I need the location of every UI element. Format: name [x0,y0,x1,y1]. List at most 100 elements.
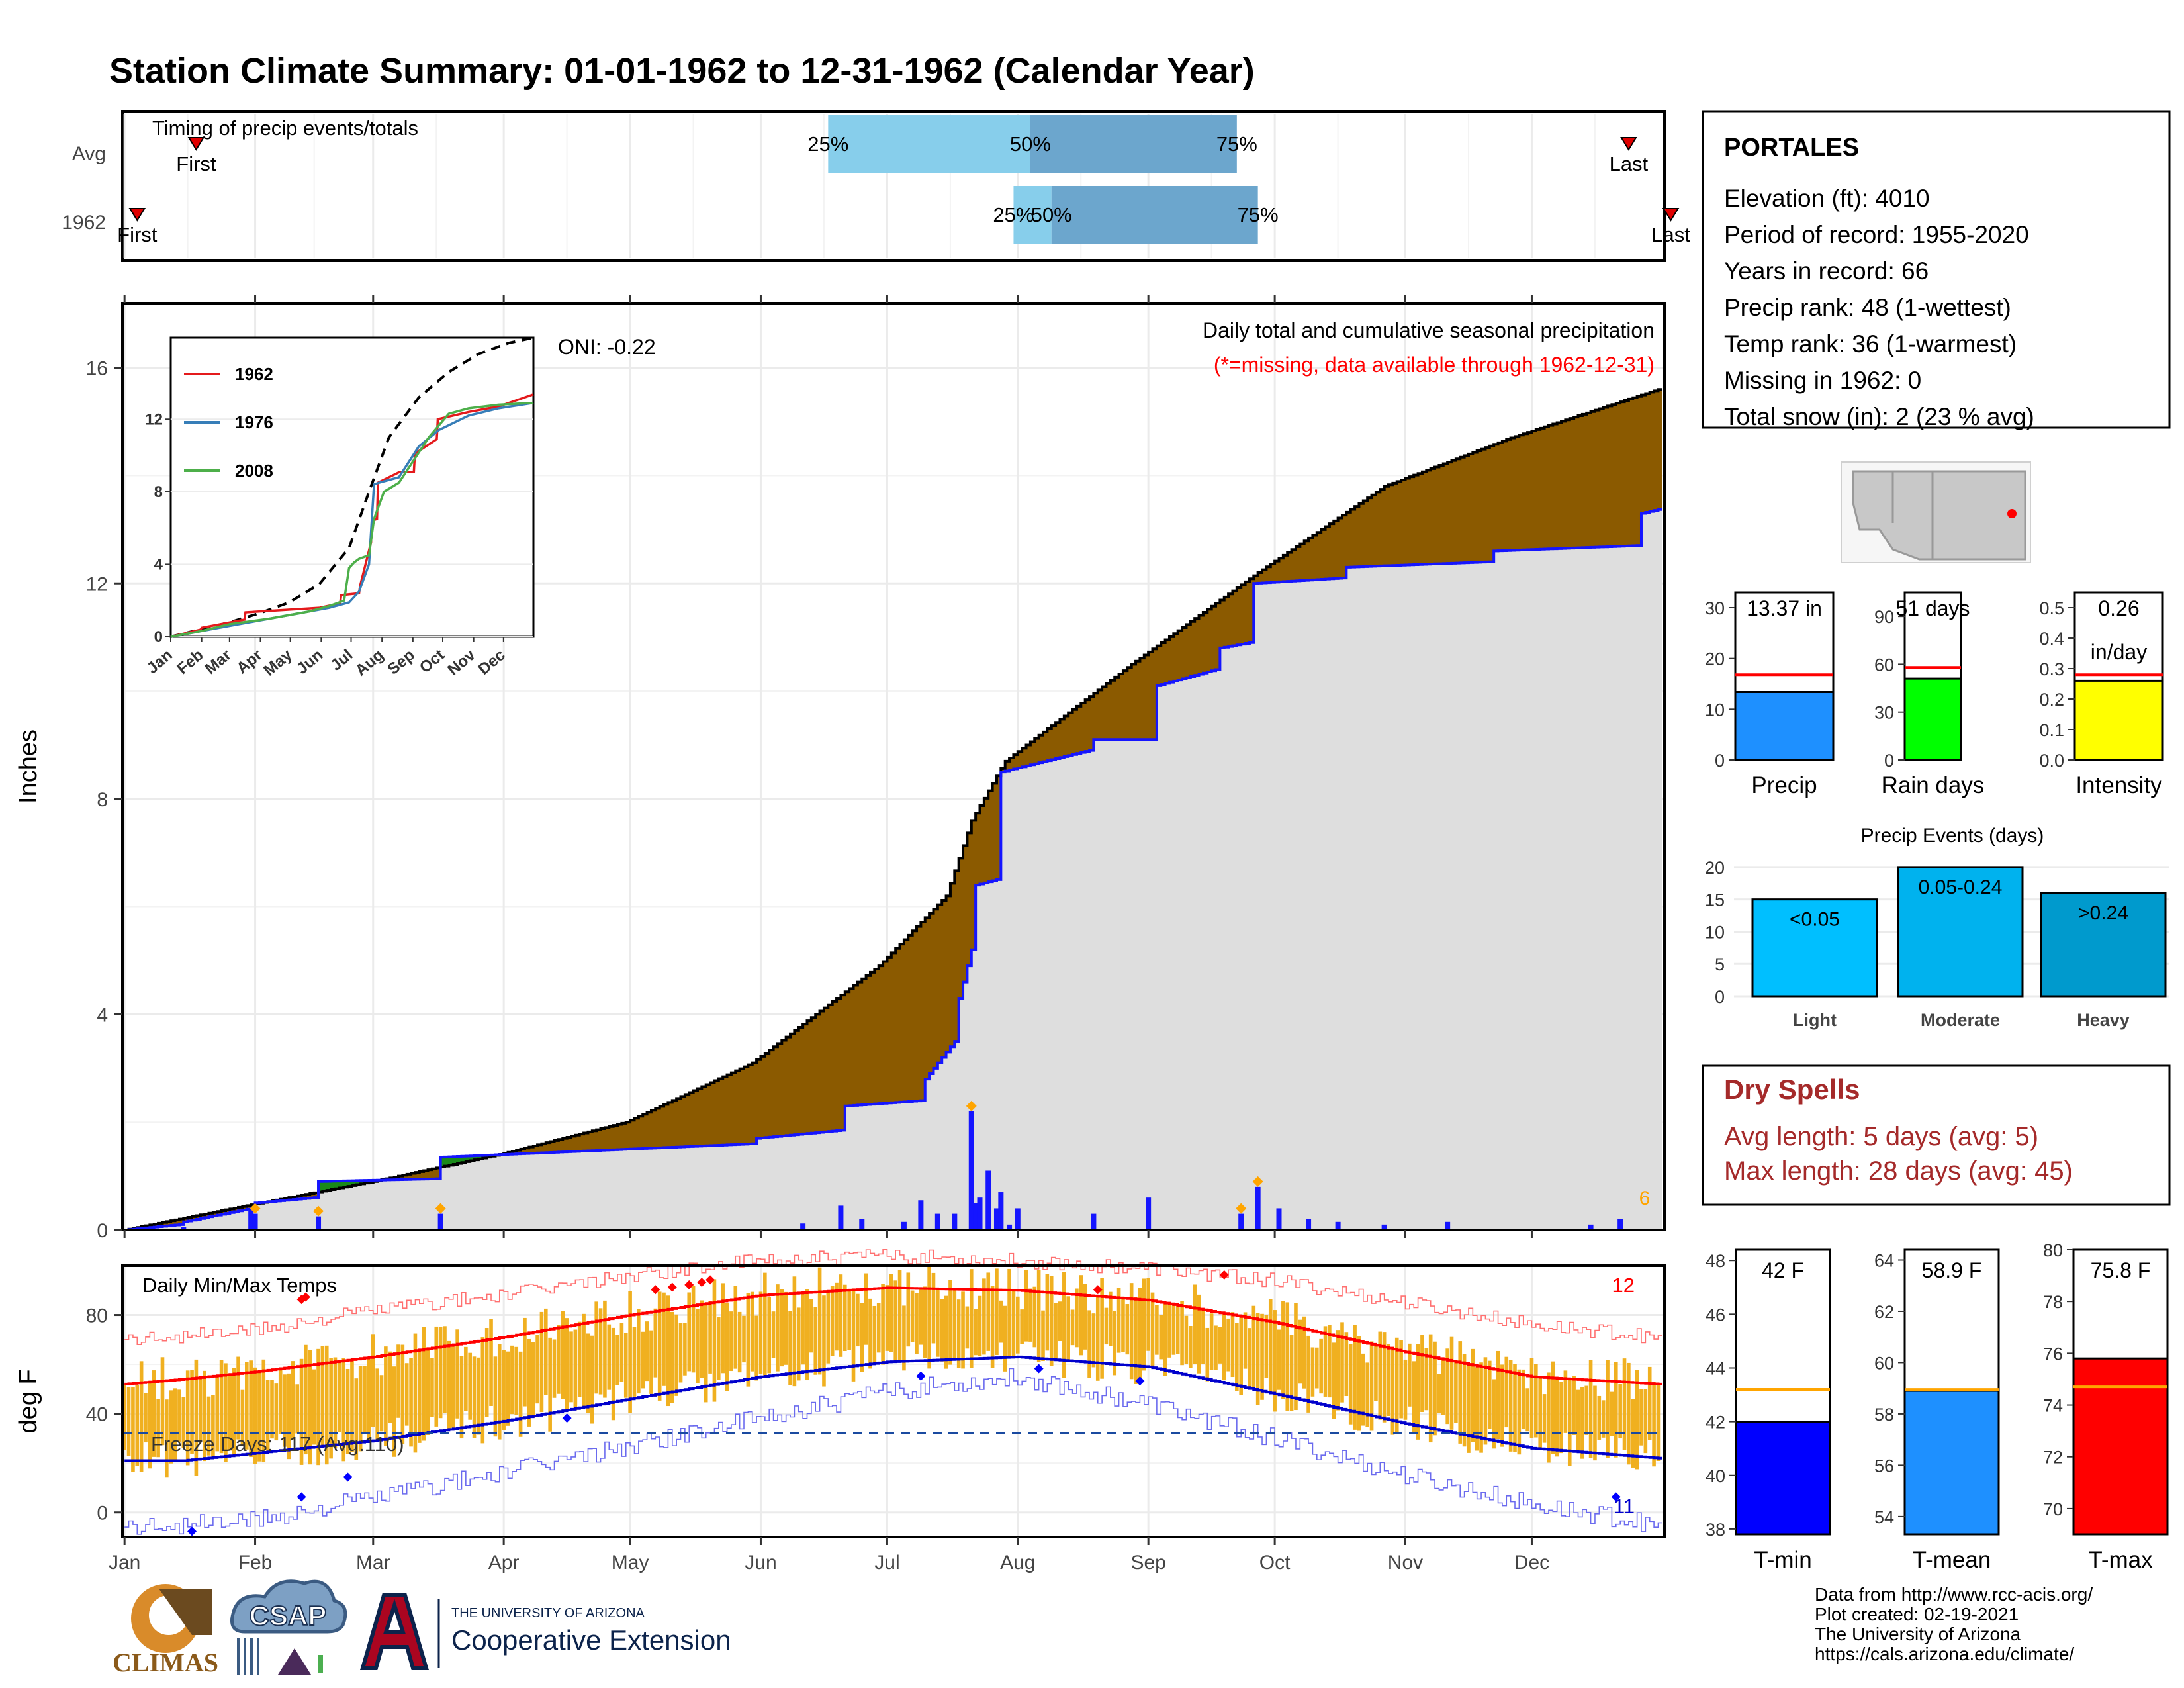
timing-avg-last-label: Last [1610,152,1649,175]
events-bar-label: <0.05 [1790,909,1840,931]
daily-temp-range-bar [177,1389,181,1442]
daily-temp-range-bar [1273,1310,1277,1412]
daily-temp-range-bar [1104,1307,1109,1345]
daily-temp-range-bar [796,1307,801,1381]
record-precip-marker [250,1203,261,1214]
daily-temp-range-bar [1504,1356,1509,1428]
daily-temp-range-bar [1580,1387,1584,1459]
daily-temp-range-bar [156,1399,160,1458]
daily-temp-range-bar [261,1359,266,1462]
inset-legend-label: 1962 [235,364,273,384]
daily-temp-range-bar [1462,1354,1467,1447]
daily-temp-range-bar [1095,1297,1100,1381]
events-title: Precip Events (days) [1861,825,2044,847]
daily-temp-range-bar [851,1288,856,1382]
temp-summary-t-mean-bar [1903,1389,2000,1536]
credit-data-source: Data from http://www.rcc-acis.org/ [1815,1584,2093,1605]
record-precip-marker [966,1100,977,1111]
daily-temp-range-bar [245,1362,249,1450]
dry-spells-frame [1702,1064,2171,1206]
daily-temp-range-bar [1588,1360,1593,1458]
daily-temp-range-bar [320,1346,325,1448]
temp-max-count: 12 [1612,1274,1635,1297]
daily-temp-range-bar [623,1333,628,1398]
daily-temp-range-bar [1403,1359,1408,1420]
daily-temp-range-bar [1538,1377,1542,1450]
daily-temp-range-bar [333,1357,338,1448]
daily-temp-range-bar [569,1331,573,1403]
events-bar-light [1751,898,1878,998]
daily-precip-bar [998,1192,1004,1230]
daily-temp-range-bar [999,1300,1003,1343]
logo-university-arizona: THE UNIVERSITY OF ARIZONA Cooperative Ex… [360,1593,731,1670]
precip-y-axis: 0 4 8 12 16 [86,295,1533,1242]
daily-temp-range-bar [1113,1310,1117,1376]
daily-temp-range-bar [139,1361,144,1472]
csap-wordmark: CSAP [250,1600,327,1631]
daily-temp-range-bar [1618,1383,1622,1439]
daily-temp-range-bar [594,1301,598,1394]
daily-temp-range-bar [253,1367,257,1464]
daily-temp-range-bar [632,1327,637,1397]
daily-temp-range-bar [1251,1305,1256,1389]
daily-temp-range-bar [451,1346,455,1428]
daily-temp-range-bar [641,1331,645,1389]
locator-map [1841,461,2031,563]
daily-temp-range-bar [1306,1335,1310,1413]
daily-temp-range-bar [860,1303,864,1372]
daily-temp-range-bar [1209,1313,1214,1370]
daily-temp-range-bar [1344,1332,1349,1397]
record-high-marker [1219,1270,1229,1280]
station-elevation: Elevation (ft): 4010 [1724,185,1930,212]
daily-temp-range-bar [1045,1274,1050,1351]
daily-temp-range-bar [1348,1344,1353,1425]
inset-ytick-label: 8 [154,483,163,501]
daily-temp-range-bar [455,1329,459,1419]
daily-temp-range-bar [1467,1366,1471,1453]
daily-precip-bar [952,1213,958,1230]
temp-ylabel: deg F [15,1369,42,1433]
daily-temp-range-bar [1328,1325,1332,1398]
daily-temp-range-bar [206,1396,211,1456]
daily-temp-range-bar [224,1363,228,1462]
temp-summary-t-mean-ytick-label: 56 [1874,1456,1894,1476]
daily-temp-range-bar [1058,1301,1062,1342]
temp-summary-bars: 38 40 42 44 46 48 42 F T-min 54 56 58 60 62 64 58.9 F T… [1706,1241,2169,1573]
daily-temp-range-bar [1314,1347,1319,1389]
timing-avg-pct-label: 50% [1010,132,1051,156]
temp-summary-t-min-ytick-label: 48 [1706,1251,1725,1271]
daily-temp-range-bar [868,1298,872,1369]
daily-temp-range-bar [1264,1315,1269,1378]
csap-bars [237,1638,259,1675]
daily-temp-range-bar [1471,1348,1475,1442]
temp-summary-t-mean-ytick-label: 58 [1874,1405,1894,1425]
daily-temp-range-bar [341,1358,346,1462]
summary-intensity-bar [2073,679,2164,761]
daily-temp-range-bar [1428,1334,1433,1443]
daily-temp-range-bar [1387,1344,1390,1416]
record-precip-marker [1236,1203,1247,1214]
daily-precip-bar [1445,1221,1451,1230]
daily-precip-bar [1617,1219,1623,1230]
daily-temp-range-bar [324,1345,329,1465]
temp-summary-t-mean-ytick-label: 60 [1874,1353,1894,1373]
daily-temp-range-bar [847,1289,851,1350]
month-label: Apr [488,1552,520,1573]
daily-temp-range-bar [363,1366,367,1434]
daily-temp-range-bar [240,1389,245,1446]
summary-rain-days-category-label: Rain days [1882,773,1985,798]
temp-summary-t-max-ytick-label: 70 [2043,1499,2063,1519]
logo-csap: CSAP [230,1579,347,1675]
daily-temp-range-bar [203,1370,206,1462]
timing-avg-pct-label: 75% [1216,132,1257,156]
timing-1962-first-marker [128,208,146,222]
inset-lines [170,336,534,638]
daily-temp-range-bar [961,1291,965,1369]
climas-emblem-shape [159,1589,212,1635]
station-name: PORTALES [1724,134,1859,162]
daily-temp-range-bar [893,1280,897,1362]
daily-temp-range-bar [974,1309,978,1356]
precip-frame-outline [121,302,1666,1231]
daily-temp-range-bar [653,1308,658,1378]
